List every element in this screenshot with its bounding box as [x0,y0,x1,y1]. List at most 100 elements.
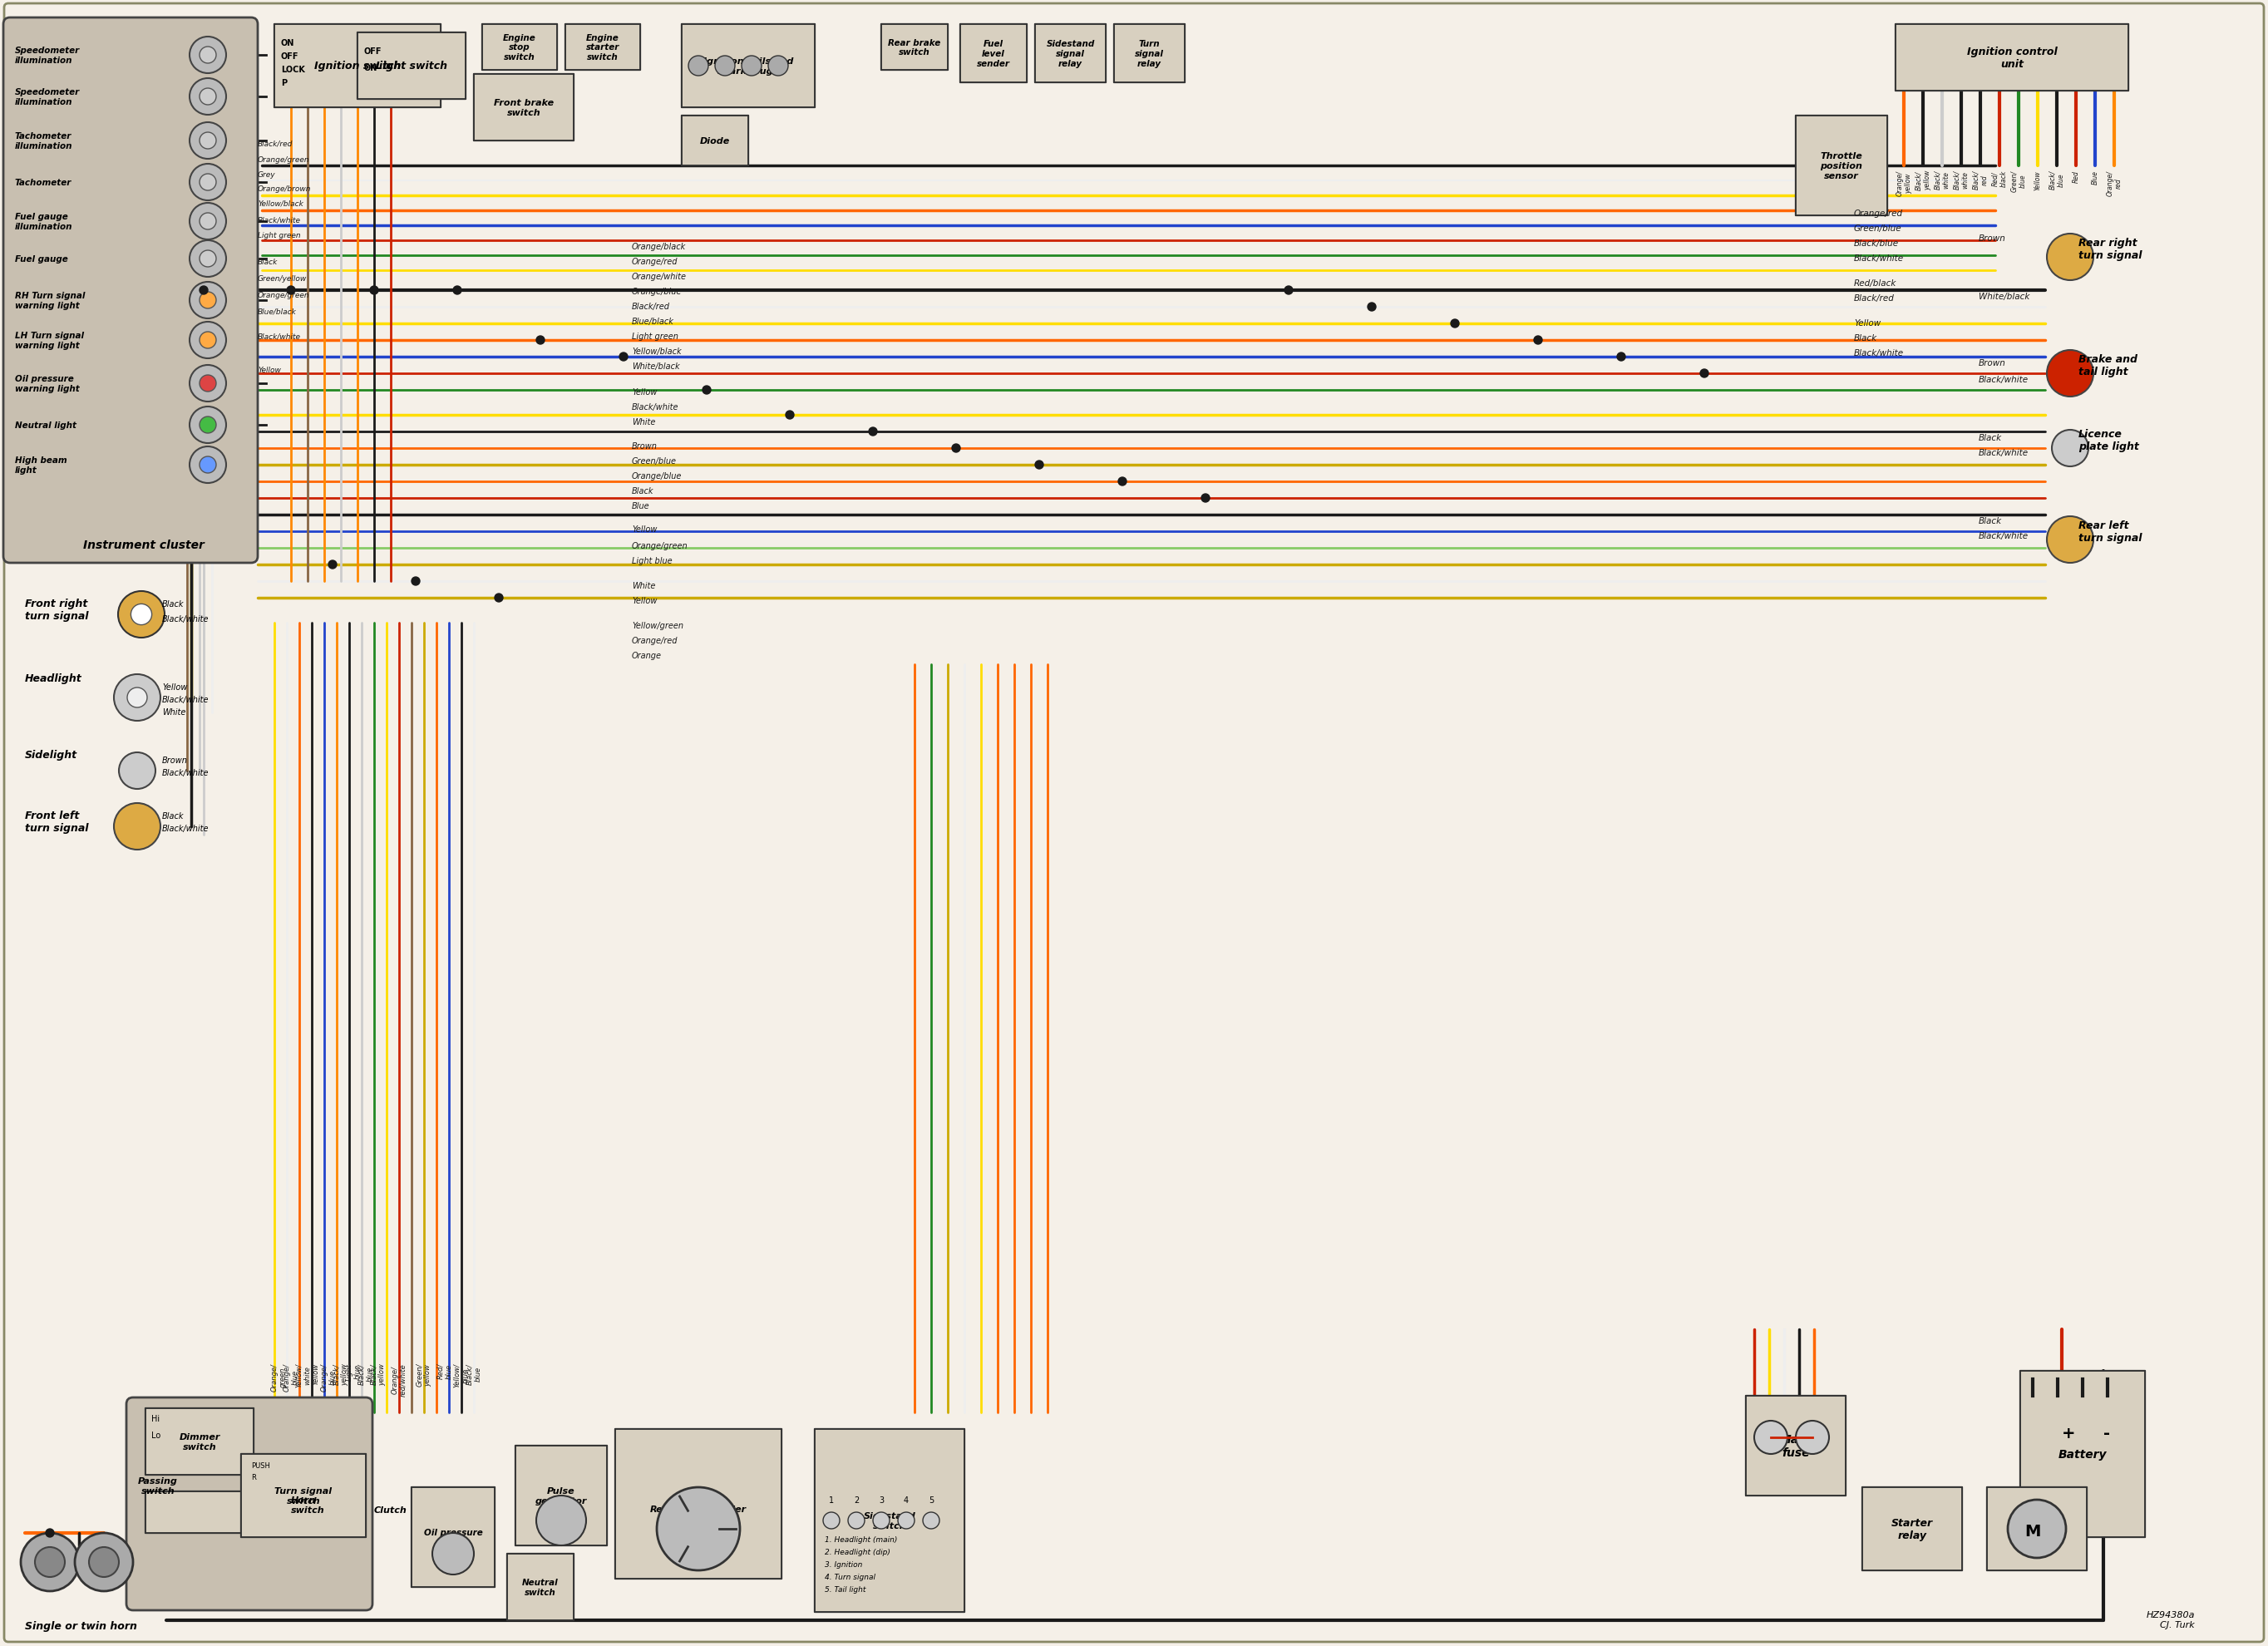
Circle shape [823,1513,839,1529]
Text: Black/
blue: Black/ blue [465,1363,481,1384]
Text: Black: Black [161,599,184,609]
Text: Orange/
red: Orange/ red [2107,170,2123,196]
Text: M: M [2025,1524,2041,1539]
Circle shape [200,133,215,150]
Text: Instrument cluster: Instrument cluster [84,540,204,551]
Circle shape [113,803,161,849]
Text: Orange/
blue: Orange/ blue [284,1363,299,1391]
Text: Grey: Grey [259,171,277,179]
FancyBboxPatch shape [5,5,2263,1641]
Text: Brown: Brown [1978,234,2005,242]
Text: Black: Black [161,811,184,820]
Text: Yellow: Yellow [633,525,658,533]
Text: Red/
blue: Red/ blue [438,1363,454,1379]
FancyBboxPatch shape [1896,25,2127,92]
Text: Light green: Light green [633,332,678,341]
Circle shape [191,38,227,74]
Circle shape [769,56,789,76]
Text: OFF: OFF [365,48,381,56]
FancyBboxPatch shape [1034,25,1107,84]
Text: 3: 3 [878,1496,885,1504]
Text: LOCK: LOCK [281,66,304,74]
Text: 2. Headlight (dip): 2. Headlight (dip) [826,1547,891,1555]
Text: Yellow: Yellow [633,388,658,397]
Text: Yellow: Yellow [313,1363,320,1384]
Text: Orange/red: Orange/red [633,257,678,267]
Circle shape [2007,1500,2066,1557]
Text: LH Turn signal
warning light: LH Turn signal warning light [16,332,84,349]
Text: PUSH: PUSH [252,1462,270,1468]
Text: Engine
stop
switch: Engine stop switch [503,35,535,61]
FancyBboxPatch shape [2,18,259,563]
Text: Pulse
generator: Pulse generator [535,1486,587,1504]
Text: Black/
blue: Black/ blue [2048,170,2064,189]
Text: Orange/green: Orange/green [259,156,311,163]
Text: 3. Ignition: 3. Ignition [826,1560,862,1569]
FancyBboxPatch shape [1796,117,1887,216]
Text: Light green: Light green [259,232,302,239]
Text: Black: Black [1978,435,2003,443]
Circle shape [191,323,227,359]
Text: Black/white: Black/white [259,332,302,341]
Text: Fuel
level
sender: Fuel level sender [978,40,1009,67]
Text: White: White [633,418,655,426]
FancyBboxPatch shape [145,1491,254,1532]
Text: White: White [633,581,655,589]
Circle shape [191,240,227,278]
Text: Orange/
green: Orange/ green [270,1363,286,1391]
Text: Black/white: Black/white [161,825,209,833]
Text: Black/white: Black/white [1978,375,2028,384]
FancyBboxPatch shape [145,1409,254,1475]
Text: Engine
starter
switch: Engine starter switch [585,35,619,61]
Text: Passing
switch: Passing switch [138,1476,177,1495]
Text: Orange/
red/white: Orange/ red/white [390,1363,408,1396]
Text: Green/
yellow: Green/ yellow [415,1363,433,1386]
Text: Black/
yellow: Black/ yellow [333,1363,349,1384]
Text: Black/white: Black/white [633,403,678,412]
Text: Yellow/black: Yellow/black [259,201,304,207]
Circle shape [191,165,227,201]
Text: Light
blue: Light blue [345,1363,361,1379]
Text: ON: ON [365,64,379,72]
Text: Fuel gauge
illumination: Fuel gauge illumination [16,212,73,230]
Text: Tachometer: Tachometer [16,179,73,188]
Text: Clutch: Clutch [374,1506,408,1514]
Circle shape [535,336,544,344]
Circle shape [20,1532,79,1592]
Circle shape [411,578,420,586]
Text: 2: 2 [853,1496,860,1504]
Text: Black/white: Black/white [1978,532,2028,540]
FancyBboxPatch shape [411,1488,494,1587]
Text: Brake and
tail light: Brake and tail light [2077,354,2136,377]
Text: Orange/white: Orange/white [633,273,687,281]
Text: Black: Black [1978,517,2003,525]
Circle shape [848,1513,864,1529]
FancyBboxPatch shape [2021,1371,2146,1537]
Circle shape [454,286,460,295]
Text: White/black: White/black [1978,293,2030,301]
Text: Blue: Blue [633,502,651,510]
Circle shape [785,412,794,420]
Text: Green/blue: Green/blue [1853,224,1903,232]
FancyBboxPatch shape [683,25,814,109]
Circle shape [191,365,227,402]
Circle shape [619,354,628,362]
Circle shape [1617,354,1626,362]
Text: Brown: Brown [161,756,188,764]
Text: Oil pressure
warning light: Oil pressure warning light [16,375,79,393]
Text: Black/white: Black/white [161,769,209,777]
FancyBboxPatch shape [565,25,640,71]
Circle shape [742,56,762,76]
Text: Black: Black [259,258,279,267]
Text: Orange/
blue: Orange/ blue [320,1363,336,1391]
Text: Horn
switch: Horn switch [290,1496,324,1514]
Circle shape [535,1496,585,1546]
Text: Black: Black [633,487,653,495]
Circle shape [898,1513,914,1529]
Circle shape [88,1547,118,1577]
FancyBboxPatch shape [274,25,440,109]
Text: Front brake
switch: Front brake switch [494,99,553,117]
Circle shape [689,56,708,76]
Circle shape [953,444,959,453]
Text: Blue/black: Blue/black [633,318,674,326]
